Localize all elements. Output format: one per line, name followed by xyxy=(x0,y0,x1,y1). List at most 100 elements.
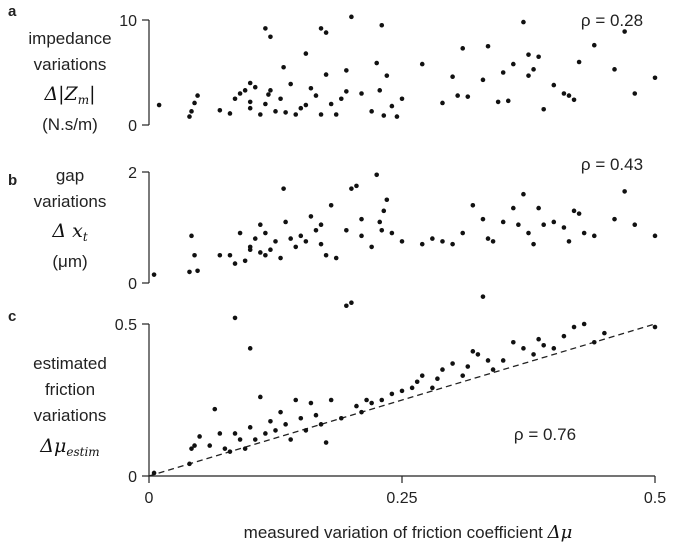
data-point xyxy=(187,269,192,275)
data-point xyxy=(258,112,263,117)
data-point xyxy=(263,101,268,107)
data-point xyxy=(450,361,455,366)
data-point xyxy=(258,222,263,228)
data-point xyxy=(217,108,223,113)
data-point xyxy=(500,358,506,363)
data-point xyxy=(576,59,582,65)
data-point xyxy=(252,236,258,241)
x-tick-label: 0.25 xyxy=(386,490,417,507)
reference-line xyxy=(148,323,656,477)
data-point xyxy=(581,321,587,327)
data-point xyxy=(217,431,223,436)
data-point xyxy=(303,239,309,244)
data-point xyxy=(359,409,364,415)
data-point xyxy=(323,72,329,77)
data-point xyxy=(344,227,349,233)
panel-letter-a: a xyxy=(8,3,17,20)
data-point xyxy=(313,412,319,418)
data-point xyxy=(419,61,425,67)
data-point xyxy=(419,373,425,378)
data-point xyxy=(435,376,440,382)
data-point xyxy=(581,230,587,236)
data-point xyxy=(430,385,435,391)
data-point xyxy=(278,96,283,102)
x-tick-label: 0.5 xyxy=(644,490,666,507)
data-point xyxy=(551,346,557,351)
data-point xyxy=(192,443,197,448)
data-point xyxy=(460,373,466,378)
x-axis-label: measured variation of friction coefficie… xyxy=(244,522,573,543)
data-point xyxy=(281,64,286,70)
data-point xyxy=(389,103,395,109)
data-point xyxy=(536,54,541,60)
data-point xyxy=(266,92,271,97)
data-point xyxy=(566,239,572,244)
data-point xyxy=(313,227,319,233)
data-point xyxy=(480,216,486,222)
ylabel-line: variations xyxy=(34,192,107,211)
data-point xyxy=(541,222,546,228)
data-point xyxy=(536,336,541,342)
data-point xyxy=(566,93,572,98)
data-point xyxy=(591,339,597,345)
data-point xyxy=(511,205,516,211)
data-point xyxy=(268,88,273,93)
ylabel-line: variations xyxy=(34,55,107,74)
ylabel-symbol: Δ xt xyxy=(51,220,87,244)
data-point xyxy=(273,239,278,244)
data-point xyxy=(283,219,288,225)
y-tick-label: 2 xyxy=(128,165,137,182)
data-point xyxy=(384,197,390,203)
data-point xyxy=(318,241,324,247)
ylabel-line: variations xyxy=(34,406,107,425)
data-point xyxy=(571,97,577,103)
data-point xyxy=(338,415,344,421)
data-point xyxy=(263,252,268,258)
data-point xyxy=(440,367,445,372)
correlation-label: ρ = 0.43 xyxy=(581,155,643,174)
data-point xyxy=(189,109,194,114)
data-point xyxy=(377,219,383,225)
data-point xyxy=(526,73,531,78)
data-point xyxy=(323,30,329,35)
data-point xyxy=(232,261,238,266)
data-point xyxy=(308,214,314,219)
data-point xyxy=(217,252,223,258)
ylabel-line: estimated xyxy=(33,354,107,373)
data-point xyxy=(571,208,577,214)
data-point xyxy=(652,233,658,239)
data-point xyxy=(500,70,506,75)
data-point xyxy=(480,77,486,83)
data-point xyxy=(237,437,243,442)
data-point xyxy=(591,42,597,48)
data-point xyxy=(273,109,278,114)
data-point xyxy=(232,315,238,321)
data-point xyxy=(612,67,617,72)
ylabel-line: friction xyxy=(45,380,95,399)
data-point xyxy=(278,255,283,261)
data-point xyxy=(470,203,476,208)
data-point xyxy=(247,425,253,430)
data-point xyxy=(263,230,268,236)
data-point xyxy=(551,82,557,88)
data-point xyxy=(622,189,627,194)
data-point xyxy=(237,91,243,96)
data-point xyxy=(379,397,385,403)
data-point xyxy=(394,114,400,119)
data-point xyxy=(318,422,324,427)
data-point xyxy=(455,93,460,98)
data-point xyxy=(328,101,334,107)
data-point xyxy=(258,394,263,400)
data-point xyxy=(247,105,253,111)
data-point xyxy=(359,216,364,222)
data-point xyxy=(521,19,526,25)
data-point xyxy=(268,418,273,424)
data-point xyxy=(156,102,162,108)
data-point xyxy=(268,247,273,252)
data-point xyxy=(541,342,546,348)
data-point xyxy=(293,244,299,250)
data-point xyxy=(354,183,359,189)
data-point xyxy=(399,388,405,394)
data-point xyxy=(531,352,536,357)
data-point xyxy=(521,191,526,197)
